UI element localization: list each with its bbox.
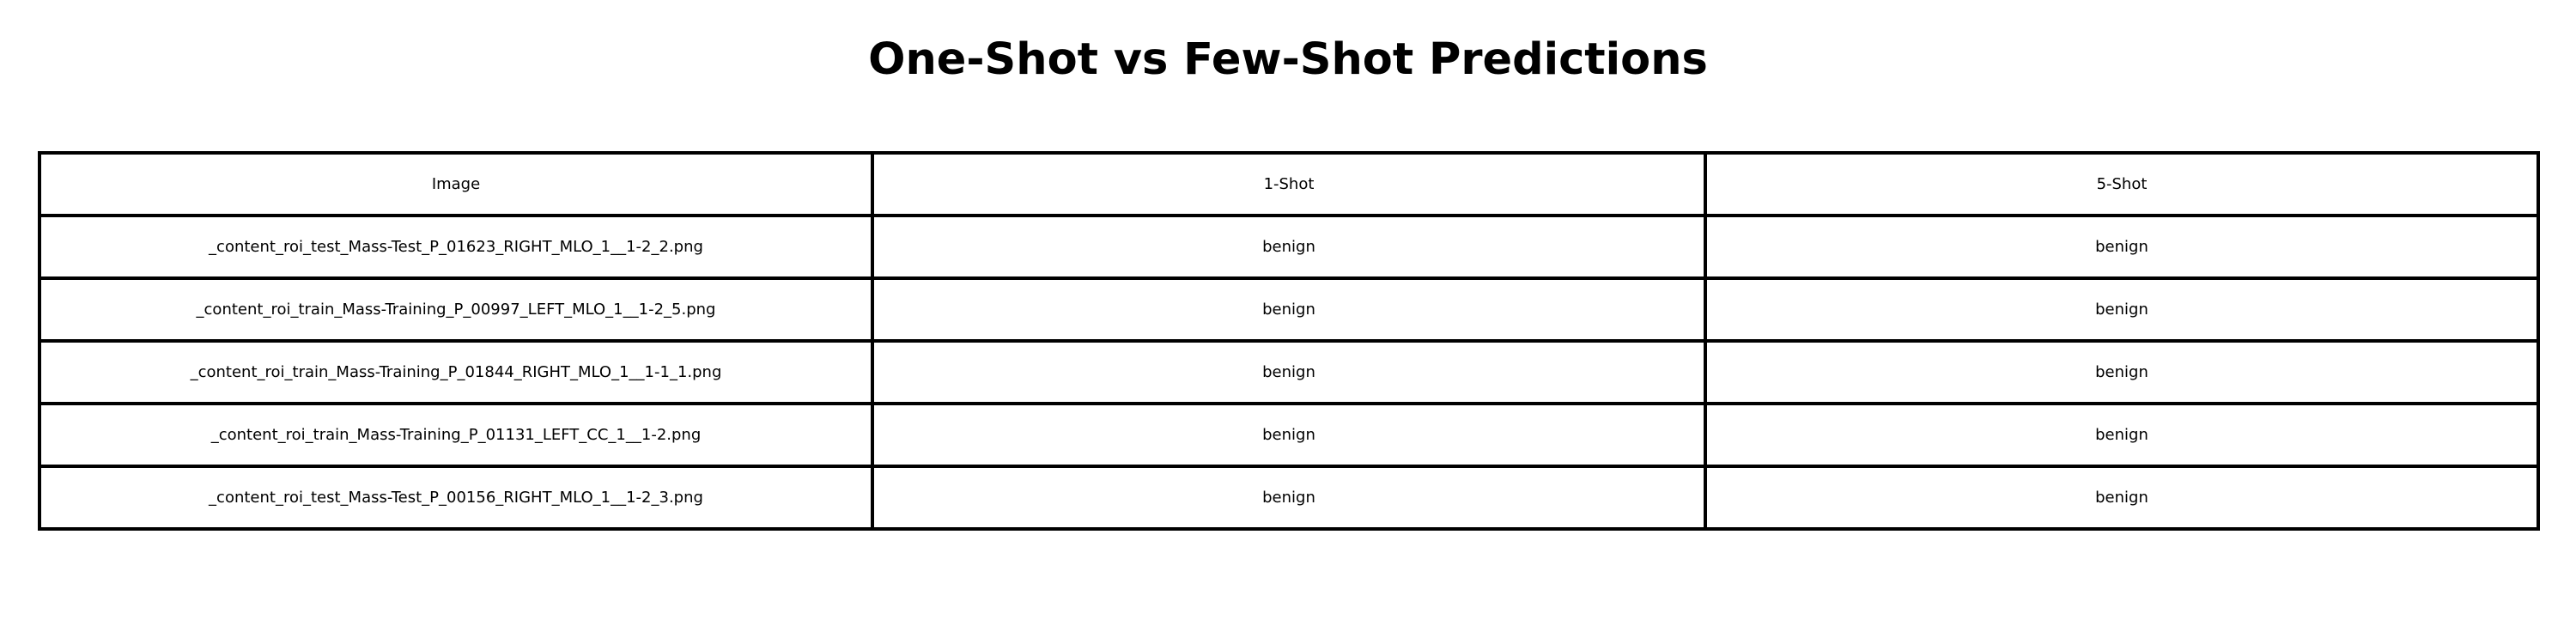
predictions-table: Image 1-Shot 5-Shot _content_roi_test_Ma… — [38, 151, 2540, 531]
five-shot-cell: benign — [1704, 465, 2540, 531]
five-shot-cell: benign — [1704, 339, 2540, 405]
one-shot-cell: benign — [871, 402, 1707, 468]
five-shot-cell: benign — [1704, 276, 2540, 343]
table-row: _content_roi_test_Mass-Test_P_01623_RIGH… — [38, 214, 2540, 280]
column-header-image: Image — [38, 151, 874, 217]
five-shot-cell: benign — [1704, 214, 2540, 280]
one-shot-cell: benign — [871, 214, 1707, 280]
five-shot-cell: benign — [1704, 402, 2540, 468]
one-shot-cell: benign — [871, 276, 1707, 343]
one-shot-cell: benign — [871, 465, 1707, 531]
table-header-row: Image 1-Shot 5-Shot — [38, 151, 2540, 217]
image-cell: _content_roi_train_Mass-Training_P_00997… — [38, 276, 874, 343]
image-cell: _content_roi_test_Mass-Test_P_00156_RIGH… — [38, 465, 874, 531]
table-row: _content_roi_train_Mass-Training_P_01131… — [38, 402, 2540, 468]
image-cell: _content_roi_train_Mass-Training_P_01131… — [38, 402, 874, 468]
column-header-5-shot: 5-Shot — [1704, 151, 2540, 217]
image-cell: _content_roi_train_Mass-Training_P_01844… — [38, 339, 874, 405]
one-shot-cell: benign — [871, 339, 1707, 405]
table-row: _content_roi_train_Mass-Training_P_01844… — [38, 339, 2540, 405]
column-header-1-shot: 1-Shot — [871, 151, 1707, 217]
chart-title: One-Shot vs Few-Shot Predictions — [868, 34, 1708, 85]
table-row: _content_roi_test_Mass-Test_P_00156_RIGH… — [38, 465, 2540, 531]
image-cell: _content_roi_test_Mass-Test_P_01623_RIGH… — [38, 214, 874, 280]
table-row: _content_roi_train_Mass-Training_P_00997… — [38, 276, 2540, 343]
